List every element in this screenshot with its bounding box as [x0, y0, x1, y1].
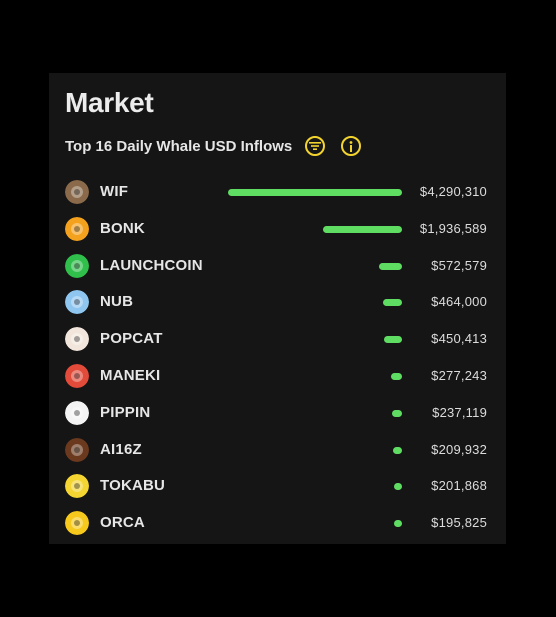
token-row[interactable]: POPCAT $450,413	[49, 323, 506, 355]
info-icon	[349, 140, 353, 152]
token-name: NUB	[100, 293, 134, 311]
inflow-value: $450,413	[431, 331, 487, 347]
inflow-bar	[390, 373, 402, 380]
inflow-bar	[393, 446, 402, 454]
inflow-value: $1,936,589	[419, 220, 487, 236]
filter-icon	[309, 142, 322, 150]
token-name: PIPPIN	[100, 403, 151, 421]
inflow-value: $201,868	[431, 478, 487, 494]
filter-button[interactable]	[305, 136, 326, 156]
inflow-value: $209,932	[431, 441, 487, 457]
token-name: ORCA	[100, 514, 145, 532]
inflow-bar	[228, 189, 402, 196]
token-name: MANEKI	[100, 367, 161, 384]
inflow-value: $4,290,310	[419, 184, 487, 199]
info-button[interactable]	[341, 136, 362, 156]
bonk-avatar-icon	[65, 216, 89, 241]
token-row[interactable]: NUB $464,000	[49, 286, 506, 318]
inflow-value: $195,825	[431, 515, 487, 531]
maneki-avatar-icon	[65, 364, 89, 388]
token-row[interactable]: ORCA $195,825	[49, 507, 506, 539]
token-name: WIF	[100, 183, 129, 200]
token-name: BONK	[100, 219, 145, 237]
token-row[interactable]: AI16Z $209,932	[49, 434, 506, 466]
inflow-value: $237,119	[432, 404, 487, 420]
inflow-value: $277,243	[431, 368, 487, 383]
token-row[interactable]: MANEKI $277,243	[49, 360, 506, 392]
market-card: Market Top 16 Daily Whale USD Inflows WI…	[49, 73, 506, 544]
inflow-value: $464,000	[431, 294, 487, 310]
token-name: AI16Z	[100, 440, 142, 458]
inflow-bar	[394, 520, 402, 528]
inflow-bar	[393, 483, 402, 491]
inflow-bar	[392, 409, 402, 417]
popcat-avatar-icon	[65, 327, 89, 352]
section-subtitle: Top 16 Daily Whale USD Inflows	[65, 137, 293, 155]
token-row[interactable]: WIF $4,290,310	[49, 176, 506, 208]
inflow-bar	[323, 225, 402, 233]
launchcoin-avatar-icon	[65, 253, 89, 278]
inflow-bar	[383, 336, 402, 344]
subtitle-row: Top 16 Daily Whale USD Inflows	[65, 133, 377, 159]
page-title: Market	[65, 87, 154, 118]
token-row[interactable]: PIPPIN $237,119	[49, 397, 506, 429]
orca-avatar-icon	[65, 511, 89, 536]
token-row[interactable]: TOKABU $201,868	[49, 470, 506, 502]
tokabu-avatar-icon	[65, 474, 89, 499]
token-name: TOKABU	[100, 477, 166, 495]
wif-avatar-icon	[65, 180, 89, 204]
token-name: POPCAT	[100, 330, 163, 348]
pippin-avatar-icon	[65, 400, 89, 425]
token-row[interactable]: BONK $1,936,589	[49, 213, 506, 245]
token-row[interactable]: LAUNCHCOIN $572,579	[49, 250, 506, 282]
inflow-bar	[383, 299, 402, 307]
nub-avatar-icon	[65, 290, 89, 315]
inflow-bar	[378, 262, 402, 270]
token-name: LAUNCHCOIN	[100, 256, 203, 274]
inflow-value: $572,579	[431, 257, 487, 273]
ai16z-avatar-icon	[65, 437, 89, 462]
